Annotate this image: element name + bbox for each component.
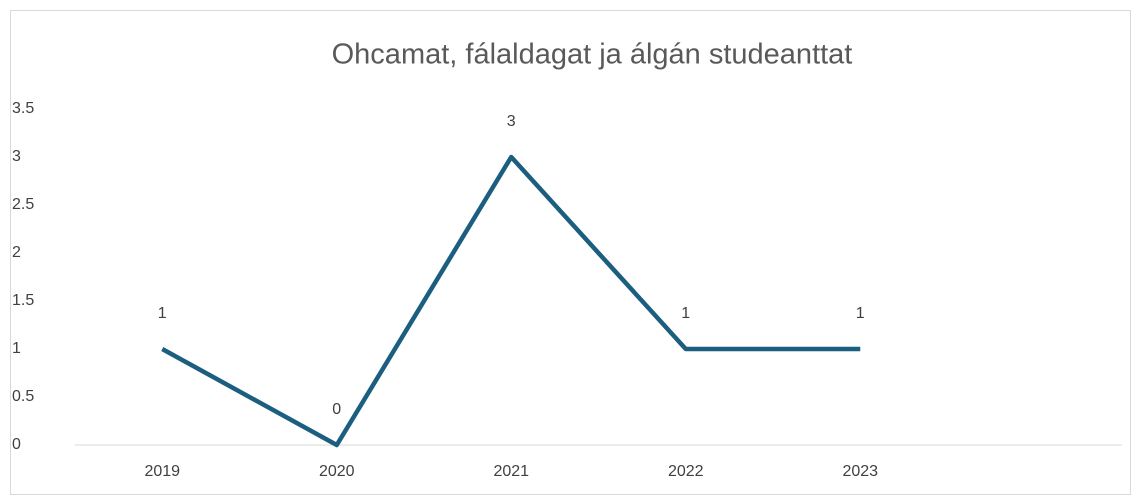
x-tick-label: 2022 [668,463,704,480]
x-tick-label: 2020 [319,463,355,480]
y-tick-label: 3.5 [12,100,34,117]
x-tick-label: 2023 [842,463,878,480]
chart-title: Ohcamat, fálaldagat ja álgán studeanttat [332,39,853,71]
x-tick-label: 2019 [144,463,180,480]
data-label: 1 [681,305,690,322]
data-label: 0 [332,401,341,418]
y-tick-label: 2 [12,244,21,261]
data-label: 1 [856,305,865,322]
y-tick-label: 2.5 [12,196,34,213]
data-label: 1 [158,305,167,322]
y-tick-label: 1.5 [12,292,34,309]
y-tick-label: 0.5 [12,388,34,405]
y-tick-label: 3 [12,148,21,165]
y-tick-label: 1 [12,340,21,357]
chart-border [10,10,1131,495]
line [161,154,861,448]
x-tick-label: 2021 [493,463,529,480]
data-label: 3 [507,113,516,130]
y-tick-label: 0 [12,436,21,453]
